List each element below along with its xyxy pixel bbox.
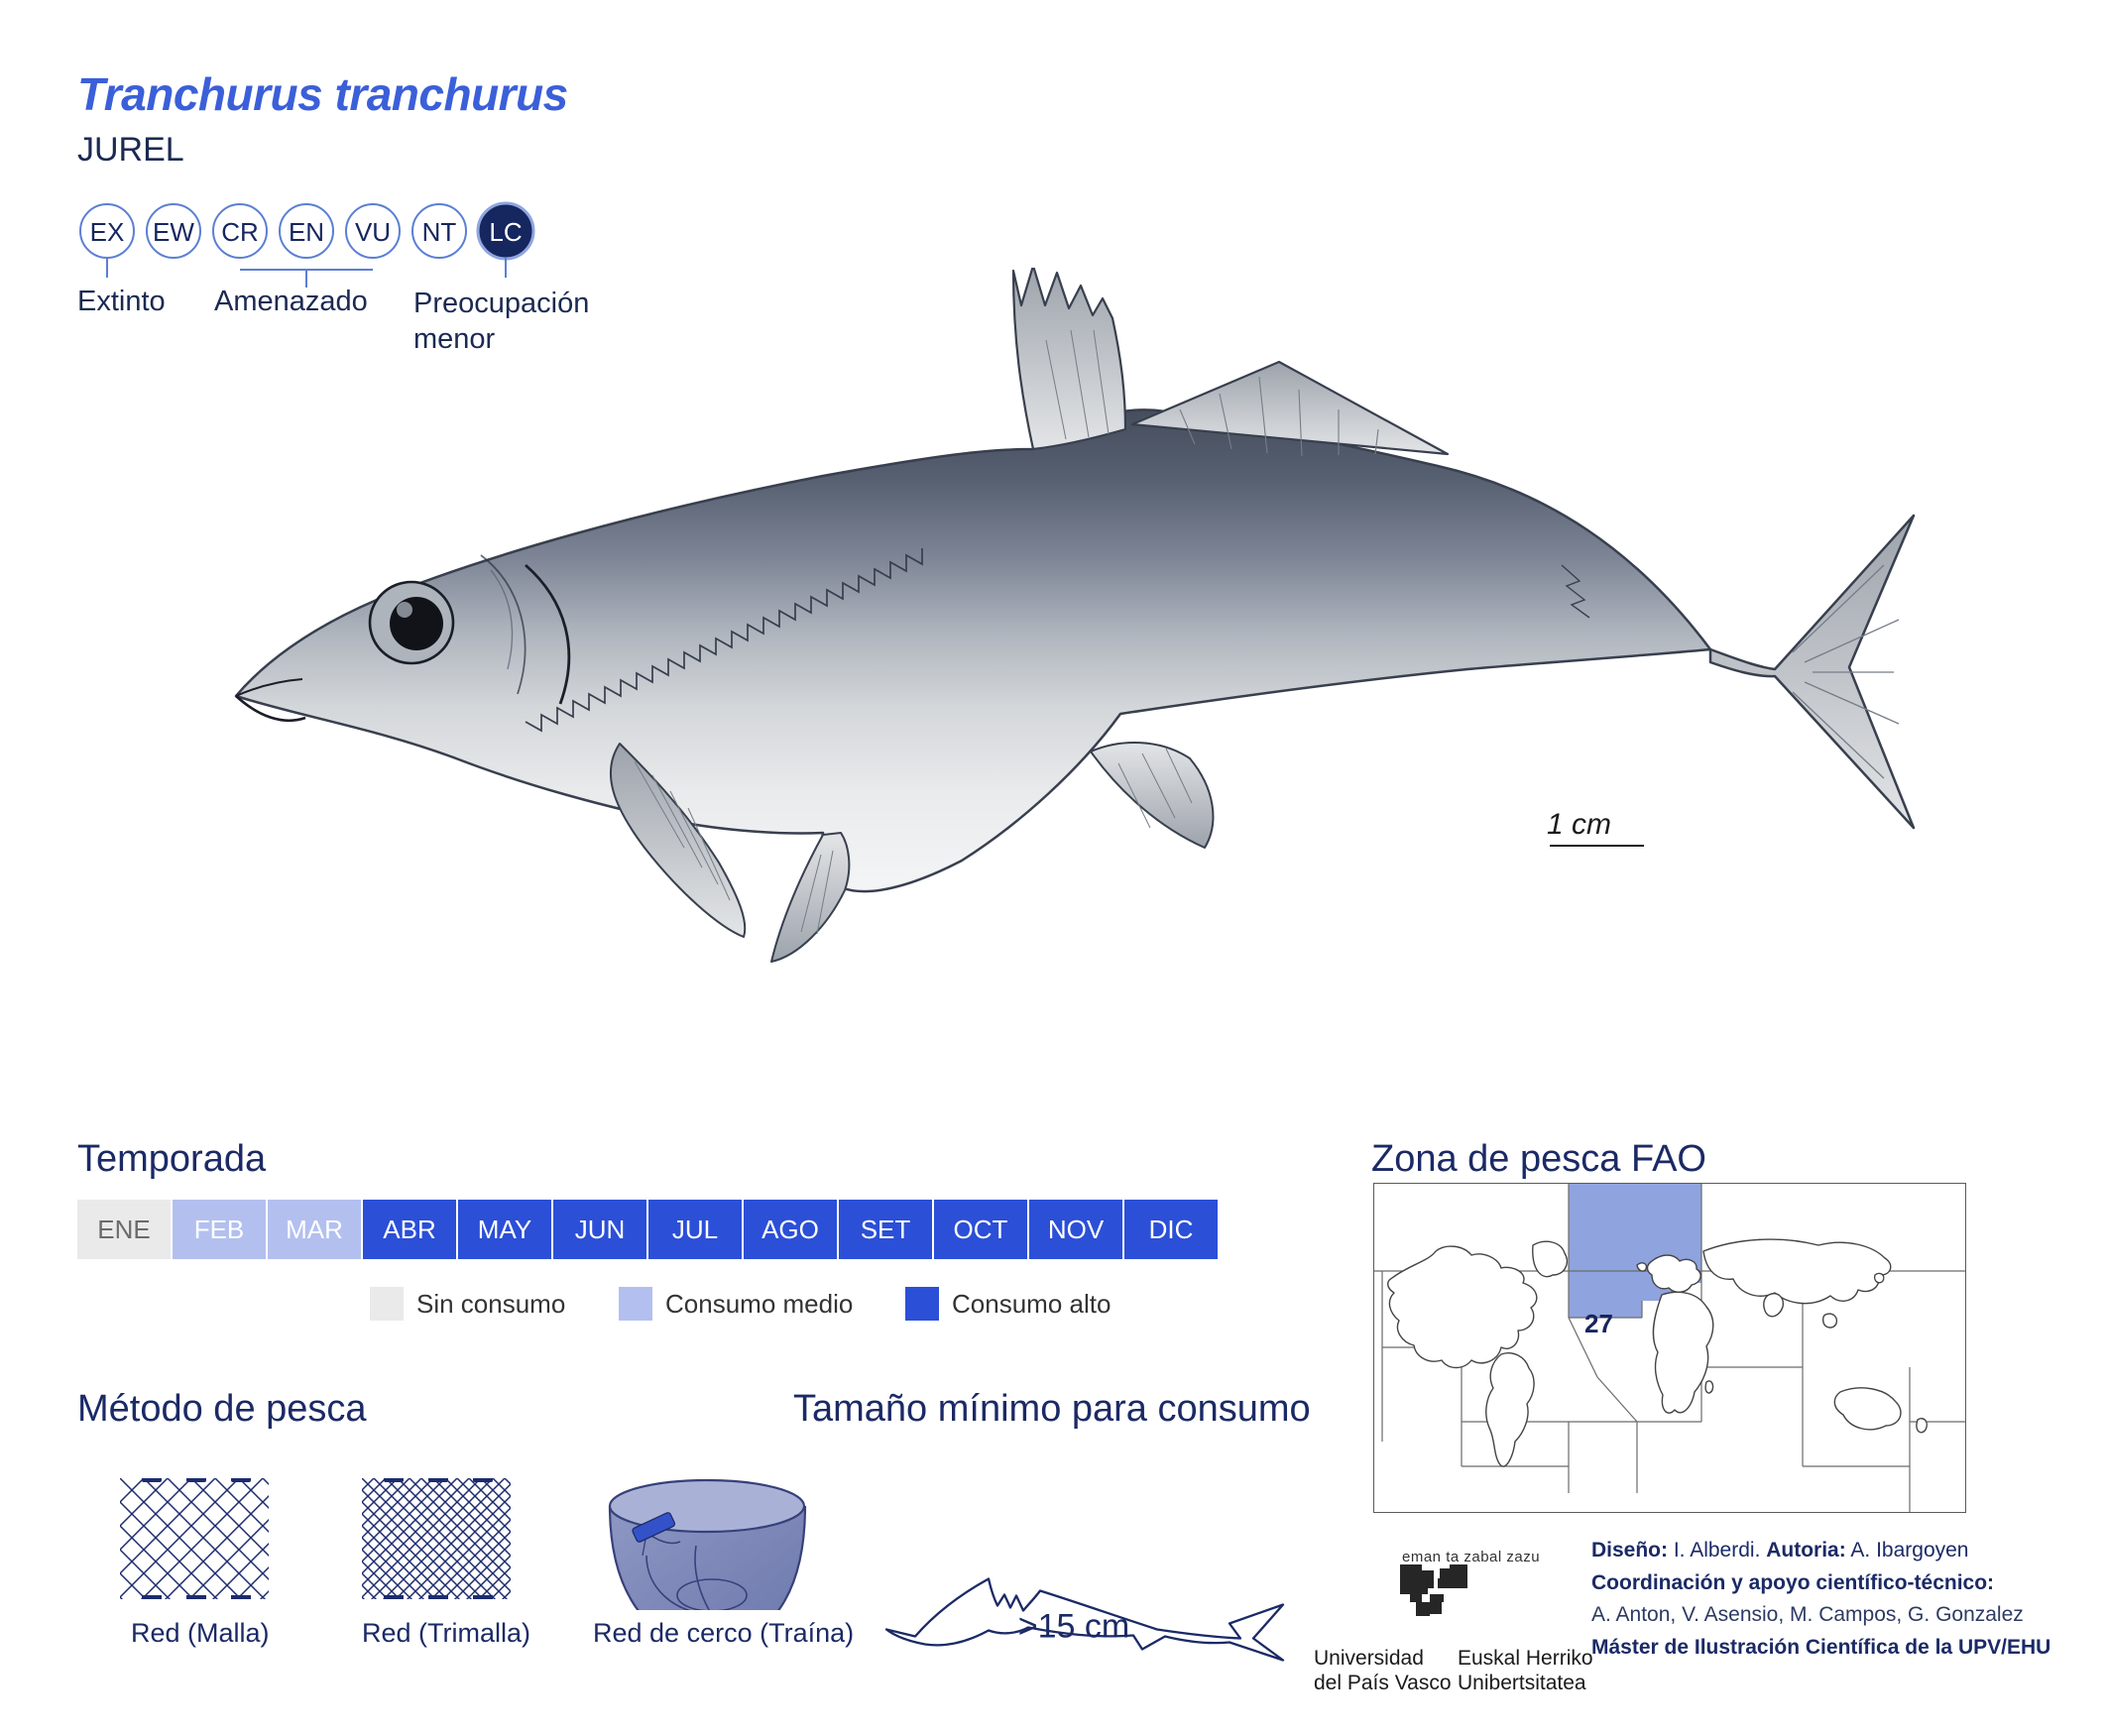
- svg-text:NT: NT: [422, 217, 457, 247]
- svg-text:EN: EN: [289, 217, 324, 247]
- svg-text:CR: CR: [221, 217, 259, 247]
- svg-text:VU: VU: [355, 217, 391, 247]
- svg-text:LC: LC: [489, 217, 522, 247]
- svg-text:EW: EW: [153, 217, 194, 247]
- svg-text:>15 cm: >15 cm: [1018, 1608, 1129, 1646]
- svg-text:EX: EX: [90, 217, 125, 247]
